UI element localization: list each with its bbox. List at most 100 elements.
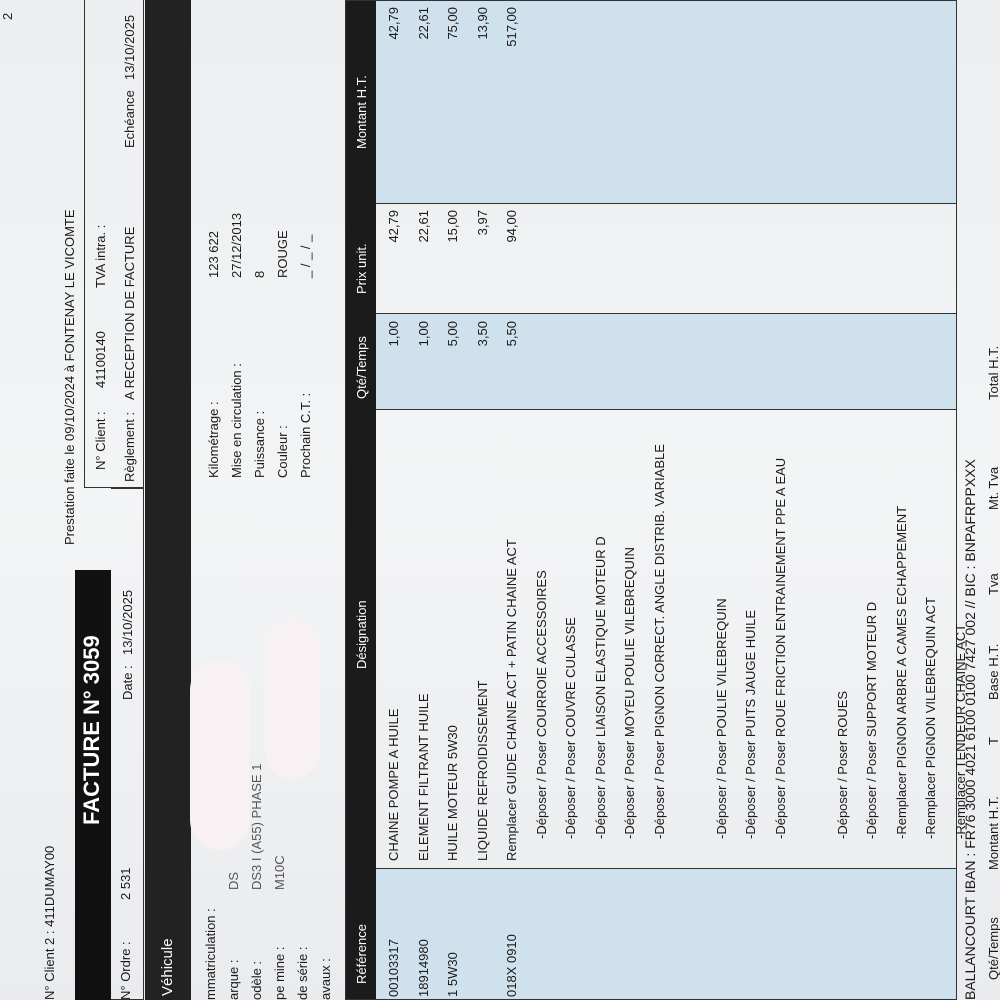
table-body: 00103317 CHAINE POMPE A HUILE 1,00 42,79 42,… [380,1,976,999]
summary-column: Tva [986,573,1000,595]
amount: 42,79 [386,7,401,40]
field-value: 27/12/2013 [229,212,244,278]
items-table: Référence Désignation Qté/Temps Prix uni… [345,0,968,1000]
order-value: 2 531 [118,867,133,900]
designation: HUILE MOTEUR 5W30 [445,725,460,861]
designation: -Déposer / Poser POULIE VILEBREQUIN [713,598,729,839]
summary-column: Qté/Temps [986,917,1000,980]
title-bar: FACTURE N° 3059 [75,570,111,1000]
field-value: M10C [272,855,287,890]
designation: -Déposer / Poser PUITS JAUGE HUILE [743,609,758,839]
table-header: Référence Désignation Qté/Temps Prix uni… [346,1,376,999]
reference: 1 5W30 [445,952,460,997]
field-label: avaux : [318,958,333,1000]
field-value: _ / _ / _ [298,234,313,278]
date-label: Date : [120,665,135,700]
vehicle-title: Véhicule [159,938,176,996]
field-label: Puissance : [252,410,267,478]
designation: -Déposer / Poser LIAISON ELASTIQUE MOTEU… [592,536,608,839]
field-value: DS [226,871,241,890]
summary-column: Montant H.T. [986,796,1000,870]
column-header: Référence [354,924,369,984]
bank-details: BALLANCOURT IBAN : FR76 3000 4021 6100 0… [962,459,978,1000]
redaction [190,660,250,850]
field-value: 123 622 [206,231,221,278]
table-row: -Déposer / Poser PIGNON CORRECT. ANGLE D… [646,1,702,999]
quantity: 5,00 [445,321,460,347]
table-row: -Remplacer PIGNON ARBRE A CAMES ECHAPPEM… [888,1,918,999]
designation: -Remplacer PIGNON VILEBREQUIN ACT [923,597,938,839]
reference: 18914980 [415,939,431,997]
table-row: -Déposer / Poser PUITS JAUGE HUILE [737,1,767,999]
field-label: Kilométrage : [206,401,221,478]
designation: -Déposer / Poser ROUE FRICTION ENTRAINEM… [772,457,788,839]
table-row: -Déposer / Poser COURROIE ACCESSOIRES [528,1,558,999]
client2: N° Client 2 : 411DUMAY00 [42,845,57,1000]
unit-price: 42,79 [386,210,401,243]
designation: ELEMENT FILTRANT HUILE [415,693,431,861]
column-header: Qté/Temps [354,336,369,399]
field-value: ROUGE [275,230,290,278]
table-row: LIQUIDE REFROIDISSEMENT 3,50 3,97 13,90 [469,1,499,999]
column-header: Prix unit. [354,243,369,294]
table-row: 018X 0910 Remplacer GUIDE CHAINE ACT + PA… [498,1,528,999]
quantity: 1,00 [415,321,431,347]
table-row: -Remplacer PIGNON VILEBREQUIN ACT [917,1,947,999]
redaction [265,620,320,780]
field-label: de série : [295,946,310,1000]
quantity: 5,50 [504,321,519,347]
quantity: 3,50 [474,321,490,347]
table-row: 1 5W30 HUILE MOTEUR 5W30 5,00 15,00 75,00 [439,1,469,999]
designation: -Déposer / Poser COUVRE CULASSE [563,617,578,839]
unit-price: 3,97 [474,210,490,236]
field-value: DS3 I (A55) PHASE 1 [249,763,264,890]
due-value: 13/10/2025 [122,14,137,80]
summary-column: Base H.T. [986,643,1000,700]
date-value: 13/10/2025 [120,589,135,655]
amount: 22,61 [415,7,431,40]
designation: Remplacer GUIDE CHAINE ACT + PATIN CHAIN… [504,539,519,861]
invoice-title: FACTURE N° 3059 [79,635,104,825]
field-label: Prochain C.T. : [298,392,313,478]
field-label: pe mine : [272,946,287,1000]
client-value: 41100140 [93,331,108,388]
table-row: 18914980 ELEMENT FILTRANT HUILE 1,00 22,61 2… [410,1,440,999]
order-box [111,488,144,1000]
payment-value: A RECEPTION DE FACTURE [122,226,137,400]
page-number: 2 [0,12,15,20]
designation: CHAINE POMPE A HUILE [386,708,401,861]
field-value: 8 [252,270,267,278]
payment-label: Règlement : [122,411,137,482]
amount: 517,00 [504,7,519,47]
field-label: arque : [226,959,241,1000]
table-row: -Déposer / Poser SUPPORT MOTEUR D [858,1,888,999]
field-label: mmatriculation : [203,908,218,1000]
amount: 75,00 [445,7,460,40]
designation: -Remplacer PIGNON ARBRE A CAMES ECHAPPEM… [893,505,909,839]
table-row: -Déposer / Poser ROUE FRICTION ENTRAINEM… [767,1,823,999]
reference: 00103317 [386,939,401,997]
reference: 018X 0910 [504,934,519,997]
prestation: Prestation faite le 09/10/2024 à FONTENA… [62,209,77,545]
designation: -Déposer / Poser MOYEU POULIE VILEBREQUI… [622,547,637,839]
designation: -Déposer / Poser COURROIE ACCESSOIRES [533,570,549,839]
summary-column: T [986,737,1000,745]
table-row: -Déposer / Poser COUVRE CULASSE [557,1,587,999]
unit-price: 22,61 [415,210,431,243]
field-label: odèle : [249,960,264,1000]
vat-label: TVA intra. : [93,224,108,288]
vehicle-bar: Véhicule [145,0,191,1000]
table-row: -Déposer / Poser MOYEU POULIE VILEBREQUI… [616,1,646,999]
table-row: 00103317 CHAINE POMPE A HUILE 1,00 42,79 42,… [380,1,410,999]
column-header: Montant H.T. [354,75,369,149]
field-label: Couleur : [275,425,290,478]
quantity: 1,00 [386,321,401,347]
designation: -Déposer / Poser ROUES [834,690,850,839]
order-label: N° Ordre : [118,941,133,1000]
table-row: -Déposer / Poser ROUES [829,1,859,999]
table-row: -Déposer / Poser POULIE VILEBREQUIN [708,1,738,999]
summary-column: Mt. Tva [986,466,1000,510]
due-label: Echéance [122,90,137,148]
